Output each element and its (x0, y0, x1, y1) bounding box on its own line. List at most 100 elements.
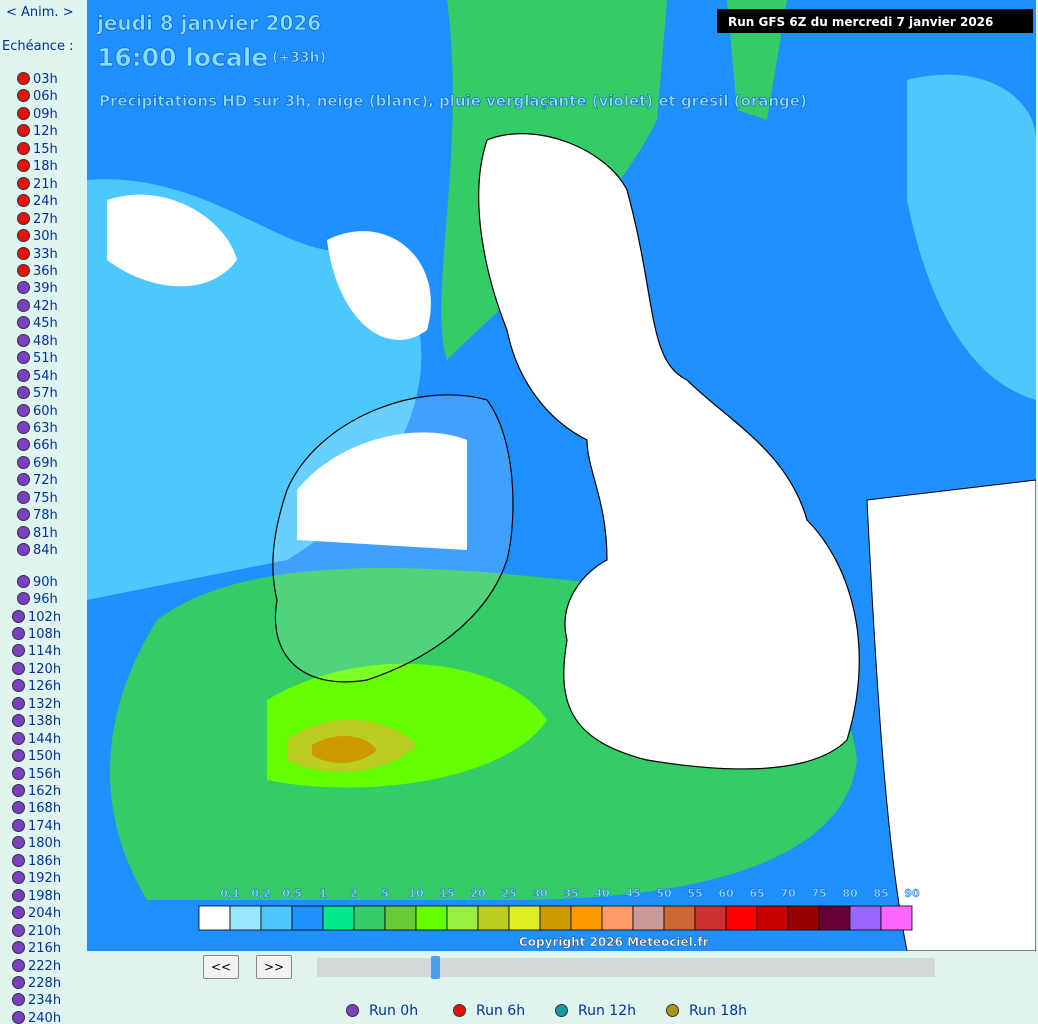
hour-link[interactable]: 42h (17, 298, 58, 314)
hour-link[interactable]: 144h (12, 731, 61, 747)
hour-link[interactable]: 48h (17, 333, 58, 349)
hour-link[interactable]: 54h (17, 368, 58, 384)
anim-toggle[interactable]: < Anim. > (6, 5, 74, 20)
hour-dot (17, 574, 30, 588)
hour-link[interactable]: 21h (17, 176, 58, 192)
hour-link[interactable]: 24h (17, 194, 58, 209)
hour-dot (17, 316, 30, 330)
hour-link[interactable]: 78h (17, 508, 58, 523)
hour-link[interactable]: 12h (17, 124, 58, 139)
next-button[interactable]: >> (256, 955, 292, 979)
hour-link[interactable]: 102h (12, 609, 61, 625)
hour-link[interactable]: 33h (17, 246, 58, 262)
hour-link[interactable]: 30h (17, 229, 58, 244)
run-dot (666, 1004, 679, 1017)
hour-link[interactable]: 63h (17, 421, 58, 436)
hour-link[interactable]: 126h (12, 679, 61, 694)
hour-link[interactable]: 204h (12, 906, 61, 921)
hour-link[interactable]: 168h (12, 801, 61, 816)
scale-swatch (570, 905, 603, 931)
hour-dot (17, 298, 30, 312)
hour-link[interactable]: 138h (12, 714, 61, 729)
hour-link[interactable]: 174h (12, 818, 61, 834)
run-label: Run GFS 6Z du mercredi 7 janvier 2026 (728, 15, 993, 29)
prev-button[interactable]: << (203, 955, 239, 979)
scale-label: 25 (501, 887, 516, 900)
hour-link[interactable]: 15h (17, 141, 58, 157)
hour-dot (17, 508, 30, 522)
hour-link[interactable]: 81h (17, 525, 58, 541)
hour-link[interactable]: 57h (17, 386, 58, 401)
run-link[interactable]: Run 6h (453, 1003, 525, 1019)
precip-area (312, 735, 377, 764)
hour-link[interactable]: 45h (17, 316, 58, 331)
hour-link[interactable]: 198h (12, 888, 61, 904)
hour-link[interactable]: 06h (17, 89, 58, 104)
hour-link[interactable]: 180h (12, 836, 61, 851)
hour-label: 234h (28, 993, 62, 1009)
hour-link[interactable]: 66h (17, 438, 58, 453)
hour-link[interactable]: 51h (17, 351, 58, 366)
hour-link[interactable]: 228h (12, 975, 62, 991)
hour-label: 27h (33, 211, 58, 227)
hour-dot (17, 386, 30, 400)
hour-link[interactable]: 96h (17, 592, 58, 607)
hour-label: 84h (33, 543, 58, 559)
hour-link[interactable]: 69h (17, 455, 58, 471)
hour-link[interactable]: 222h (12, 958, 61, 974)
run-link[interactable]: Run 0h (346, 1003, 418, 1019)
hour-link[interactable]: 75h (17, 490, 58, 506)
scale-swatch (415, 905, 448, 931)
hour-link[interactable]: 192h (12, 871, 61, 886)
hour-label: 180h (28, 836, 62, 852)
hour-link[interactable]: 18h (17, 159, 58, 174)
hour-dot (12, 714, 25, 728)
hour-link[interactable]: 114h (12, 644, 61, 659)
scale-label: 30 (532, 887, 548, 900)
hour-link[interactable]: 156h (12, 766, 61, 782)
hour-link[interactable]: 36h (17, 263, 58, 279)
slider-thumb[interactable] (431, 956, 440, 979)
hour-dot (17, 89, 30, 103)
hour-dot (17, 124, 30, 138)
hour-link[interactable]: 60h (17, 403, 58, 419)
hour-link[interactable]: 150h (12, 749, 61, 764)
run-dot (346, 1004, 359, 1017)
hour-link[interactable]: 27h (17, 211, 58, 227)
hour-link[interactable]: 84h (17, 543, 58, 558)
hour-dot (12, 749, 25, 763)
hour-link[interactable]: 216h (12, 941, 61, 956)
scale-label: 45 (625, 887, 640, 900)
hour-label: 36h (33, 263, 58, 279)
hour-link[interactable]: 72h (17, 473, 58, 488)
run-link[interactable]: Run 12h (555, 1003, 636, 1019)
hour-link[interactable]: 39h (17, 281, 58, 296)
hour-link[interactable]: 186h (12, 853, 61, 869)
hour-label: 204h (28, 906, 62, 922)
hour-link[interactable]: 162h (12, 784, 61, 799)
scale-swatch (322, 905, 355, 931)
hour-link[interactable]: 120h (12, 661, 61, 677)
scale-label: 0,1 (220, 887, 240, 900)
hour-link[interactable]: 210h (12, 923, 61, 939)
scale-swatch (384, 905, 417, 931)
hour-link[interactable]: 09h (17, 106, 58, 122)
scale-label: 15 (439, 887, 454, 900)
hour-link[interactable]: 90h (17, 574, 58, 590)
hour-link[interactable]: 240h (12, 1010, 61, 1024)
scale-label: 40 (594, 887, 610, 900)
hour-dot (12, 1010, 25, 1024)
scale-swatch (508, 905, 541, 931)
map-subtitle: Précipitations HD sur 3h, neige (blanc),… (99, 92, 807, 110)
hour-link[interactable]: 108h (12, 626, 61, 642)
time-slider[interactable] (317, 956, 935, 979)
scale-label: 50 (656, 887, 672, 900)
hour-link[interactable]: 234h (12, 993, 61, 1008)
hour-link[interactable]: 132h (12, 696, 61, 712)
scale-label: 70 (780, 887, 796, 900)
run-link[interactable]: Run 18h (666, 1003, 747, 1019)
hour-label: 39h (33, 281, 58, 297)
hour-label: 228h (28, 975, 62, 991)
scale-swatch (198, 905, 231, 931)
hour-link[interactable]: 03h (17, 72, 58, 87)
